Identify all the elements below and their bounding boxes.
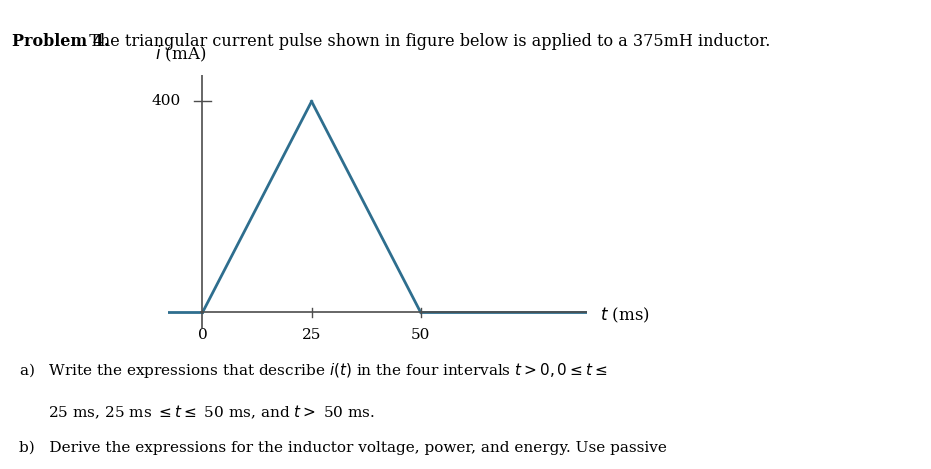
Text: 25: 25 (302, 328, 321, 342)
Text: b)   Derive the expressions for the inductor voltage, power, and energy. Use pas: b) Derive the expressions for the induct… (19, 441, 667, 455)
Text: $i$ (mA): $i$ (mA) (155, 44, 207, 65)
Text: 25 ms, 25 ms $\leq t \leq$ 50 ms, and $t >$ 50 ms.: 25 ms, 25 ms $\leq t \leq$ 50 ms, and $t… (19, 403, 375, 421)
Text: The triangular current pulse shown in figure below is applied to a 375mH inducto: The triangular current pulse shown in fi… (79, 33, 771, 50)
Text: a)   Write the expressions that describe $i(t)$ in the four intervals $t > 0, 0 : a) Write the expressions that describe $… (19, 361, 607, 380)
Text: 400: 400 (152, 94, 181, 108)
Text: 50: 50 (411, 328, 430, 342)
Text: $t$ (ms): $t$ (ms) (600, 305, 649, 325)
Text: Problem 4.: Problem 4. (12, 33, 110, 50)
Text: 0: 0 (197, 328, 208, 342)
